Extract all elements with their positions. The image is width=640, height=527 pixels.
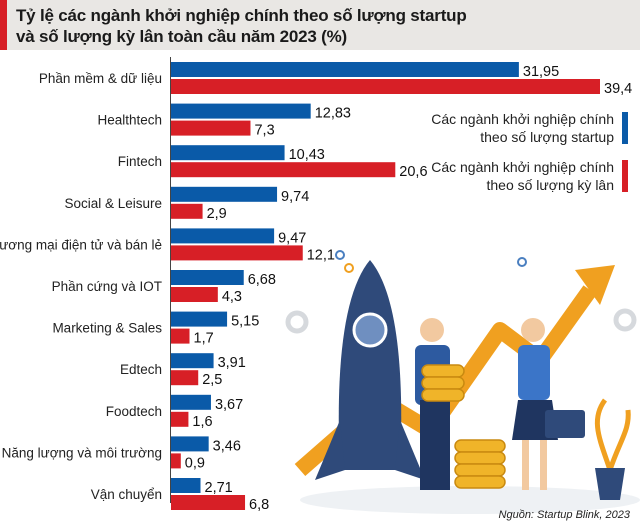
legend-label-line: theo số lượng kỳ lân [486, 177, 614, 193]
data-label: 6,8 [249, 497, 269, 513]
chart-title: Tỷ lệ các ngành khởi nghiệp chính theo s… [16, 5, 467, 47]
data-label: 2,5 [202, 372, 222, 388]
data-label: 5,15 [231, 314, 259, 330]
category-label: Phần cứng và IOT [52, 279, 162, 294]
data-label: 12,83 [315, 106, 351, 122]
title-bar: Tỷ lệ các ngành khởi nghiệp chính theo s… [0, 0, 640, 50]
startup-bar [171, 353, 214, 369]
legend-item-unicorn: Các ngành khởi nghiệp chính theo số lượn… [431, 158, 628, 194]
data-label: 1,7 [194, 331, 214, 347]
legend-label-line: Các ngành khởi nghiệp chính [431, 111, 614, 127]
category-label: Thương mại điện tử và bán lẻ [0, 237, 162, 252]
category-label: Healthtech [97, 113, 162, 128]
category-label: Phần mềm & dữ liệu [39, 71, 162, 86]
data-label: 7,3 [254, 123, 274, 139]
data-label: 31,95 [523, 64, 559, 80]
title-line-2: và số lượng kỳ lân toàn cầu năm 2023 (%) [16, 27, 348, 46]
unicorn-bar [171, 162, 396, 178]
category-label: Vận chuyển [91, 487, 162, 502]
data-label: 4,3 [222, 289, 242, 305]
unicorn-bar [171, 411, 189, 427]
ground-shadow [300, 486, 640, 514]
data-label: 9,47 [278, 230, 306, 246]
plant-icon [594, 398, 631, 500]
title-accent [0, 0, 7, 50]
data-label: 1,6 [192, 414, 212, 430]
data-label: 39,4 [604, 81, 632, 97]
category-label: Social & Leisure [64, 196, 162, 211]
title-line-1: Tỷ lệ các ngành khởi nghiệp chính theo s… [16, 6, 467, 25]
source-note: Nguồn: Startup Blink, 2023 [498, 509, 630, 521]
data-label: 0,9 [185, 455, 205, 471]
gear-icon [285, 308, 637, 334]
data-label: 10,43 [289, 147, 325, 163]
legend-label-line: Các ngành khởi nghiệp chính [431, 159, 614, 175]
data-label: 2,9 [207, 206, 227, 222]
startup-bar [171, 228, 275, 244]
unicorn-bar [171, 453, 181, 469]
unicorn-bar [171, 495, 246, 510]
startup-bar [171, 62, 519, 77]
data-label: 3,46 [213, 438, 241, 454]
startup-bar [171, 145, 285, 161]
startup-bar [171, 311, 228, 327]
arrow-head-icon [575, 265, 615, 305]
unicorn-bar [171, 370, 199, 386]
legend-label-line: theo số lượng startup [480, 129, 614, 145]
startup-bar [171, 103, 311, 119]
unicorn-bar [171, 328, 190, 344]
data-label: 9,74 [281, 189, 309, 205]
coins-icon [421, 364, 506, 489]
unicorn-bar [171, 203, 203, 219]
unicorn-bar [171, 245, 303, 261]
unicorn-bar [171, 287, 218, 302]
data-label: 20,6 [399, 164, 427, 180]
legend-swatch-startup [622, 112, 628, 144]
sparkle-icon [335, 250, 527, 273]
category-label: Marketing & Sales [52, 321, 162, 336]
legend-swatch-unicorn [622, 160, 628, 192]
data-label: 2,71 [205, 480, 233, 496]
startup-bar [171, 436, 209, 452]
unicorn-bar [171, 79, 600, 94]
data-label: 3,91 [218, 355, 246, 371]
category-label: Edtech [120, 362, 162, 377]
woman-figure [512, 318, 585, 490]
startup-bar [171, 394, 211, 410]
category-label: Fintech [118, 154, 162, 169]
startup-bar [171, 270, 244, 285]
legend-item-startup: Các ngành khởi nghiệp chính theo số lượn… [431, 110, 628, 146]
data-label: 3,67 [215, 397, 243, 413]
data-label: 12,1 [307, 247, 335, 263]
category-label: Năng lượng và môi trường [2, 445, 162, 460]
startup-bar [171, 478, 201, 493]
data-label: 6,68 [248, 272, 276, 288]
category-label: Foodtech [106, 404, 162, 419]
unicorn-bar [171, 120, 251, 136]
startup-bar [171, 186, 278, 202]
rocket-icon [315, 260, 425, 480]
